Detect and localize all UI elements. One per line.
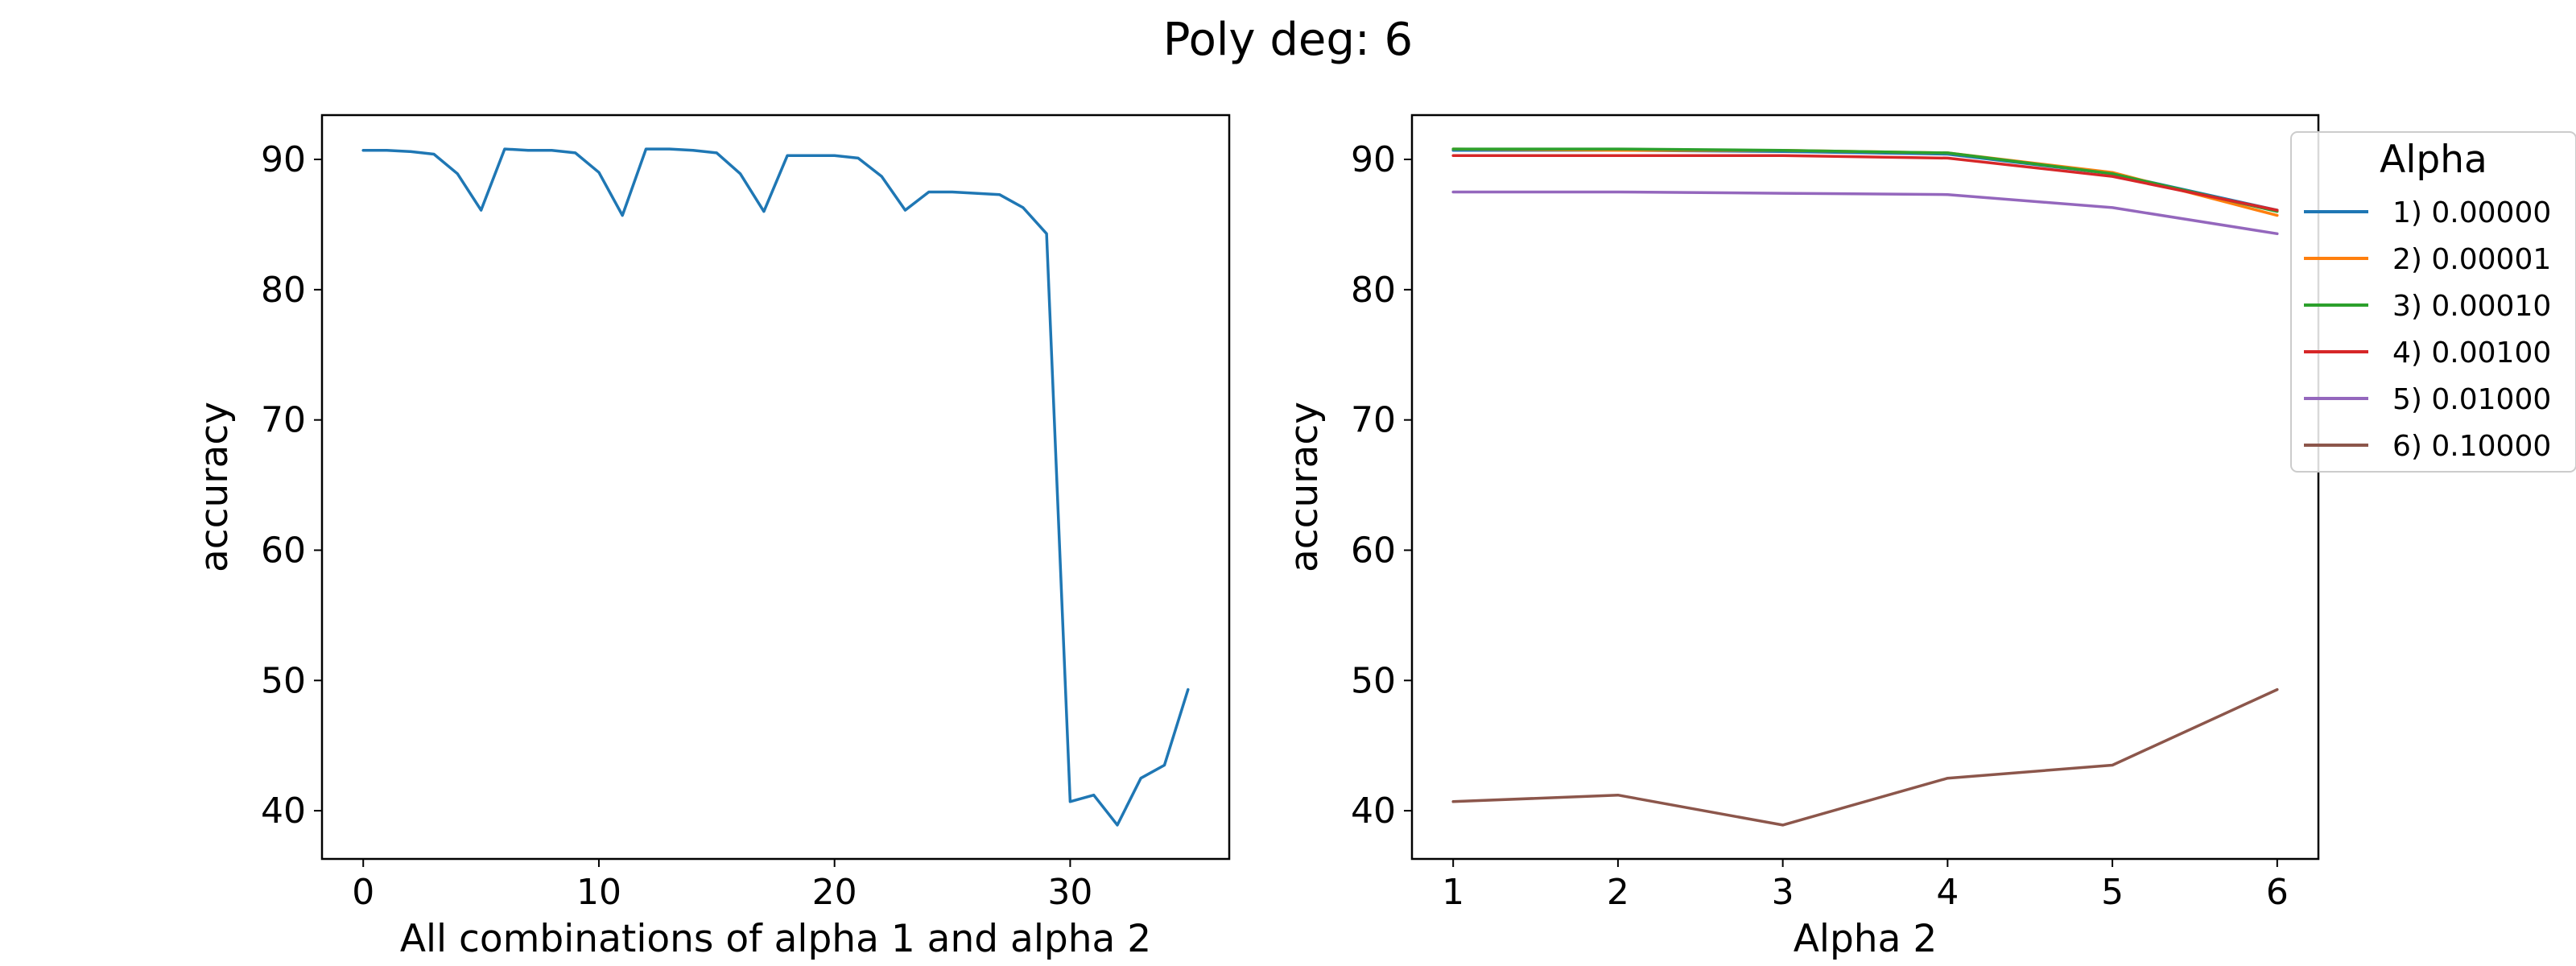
left-chart-y-axis-label: accuracy <box>192 402 237 572</box>
right-chart-series-line-3 <box>1451 147 2279 213</box>
right-chart-lines <box>1451 147 2279 827</box>
right-chart-series-line-5 <box>1451 190 2279 236</box>
left-chart-y-tick-label: 70 <box>261 400 306 441</box>
left-chart-frame <box>320 114 1231 861</box>
right-chart-x-tick-label: 6 <box>2266 872 2289 913</box>
right-chart-y-axis-label: accuracy <box>1282 402 1327 572</box>
legend-entry-label: 1) 0.00000 <box>2392 196 2551 229</box>
right-chart-y-tick-label: 70 <box>1351 400 1396 441</box>
right-chart-x-tick-label: 2 <box>1607 872 1629 913</box>
legend-entry-label: 4) 0.00100 <box>2392 336 2551 369</box>
right-chart-y-tick-label: 50 <box>1351 660 1396 701</box>
left-chart-y-tick-label: 80 <box>261 270 306 311</box>
right-chart-y-tick-label: 60 <box>1351 530 1396 571</box>
legend-box <box>2290 131 2576 473</box>
right-chart-x-tick-label: 1 <box>1442 872 1464 913</box>
right-chart-y-tick-label: 80 <box>1351 270 1396 311</box>
left-chart-lines <box>361 147 1190 827</box>
right-chart-x-tick-label: 3 <box>1772 872 1794 913</box>
legend-entry-label: 6) 0.10000 <box>2392 430 2551 463</box>
right-chart-series-line-1 <box>1451 148 2279 212</box>
legend-entries: 1) 0.00000 2) 0.00001 3) 0.00010 4) 0.00100… <box>2304 196 2551 463</box>
left-chart-x-tick-label: 30 <box>1047 872 1092 913</box>
right-chart-x-tick-label: 4 <box>1936 872 1959 913</box>
right-chart-series-line-6 <box>1451 687 2279 827</box>
left-chart-x-tick-label: 0 <box>352 872 374 913</box>
right-chart-y-tick-label: 40 <box>1351 791 1396 832</box>
legend-entry-label: 2) 0.00001 <box>2392 243 2551 276</box>
left-chart-x-tick-label: 20 <box>812 872 857 913</box>
left-chart-x-axis-label: All combinations of alpha 1 and alpha 2 <box>400 917 1151 961</box>
left-chart-x-tick-label: 10 <box>576 872 621 913</box>
right-chart-x-tick-label: 5 <box>2101 872 2124 913</box>
left-chart-series-line-1 <box>361 147 1190 827</box>
left-chart-y-tick-label: 50 <box>261 660 306 701</box>
right-chart-ticks: 1 2 3 4 5 6 40 50 60 70 80 90 <box>1351 139 2289 913</box>
legend-title: Alpha <box>2380 138 2487 182</box>
legend-entry-label: 5) 0.01000 <box>2392 383 2551 416</box>
right-chart-frame <box>1410 114 2320 861</box>
legend-entry-label: 3) 0.00010 <box>2392 290 2551 323</box>
figure-title: Poly deg: 6 <box>1163 14 1413 66</box>
right-chart-x-axis-label: Alpha 2 <box>1794 917 1937 961</box>
right-chart-y-tick-label: 90 <box>1351 139 1396 180</box>
left-chart-y-tick-label: 90 <box>261 139 306 180</box>
right-chart-panel: 1 2 3 4 5 6 40 50 60 70 80 90 Alpha 2 accuracy <box>1282 114 2320 961</box>
right-chart-series-line-4 <box>1451 154 2279 212</box>
left-chart-panel: 0 10 20 30 40 50 60 70 80 90 All combinations of … <box>192 114 1231 961</box>
legend: Alpha 1) 0.00000 2) 0.00001 3) 0.00010 4) 0… <box>2290 131 2576 473</box>
left-chart-y-tick-label: 60 <box>261 530 306 571</box>
left-chart-y-tick-label: 40 <box>261 791 306 832</box>
left-chart-ticks: 0 10 20 30 40 50 60 70 80 90 <box>261 139 1092 913</box>
